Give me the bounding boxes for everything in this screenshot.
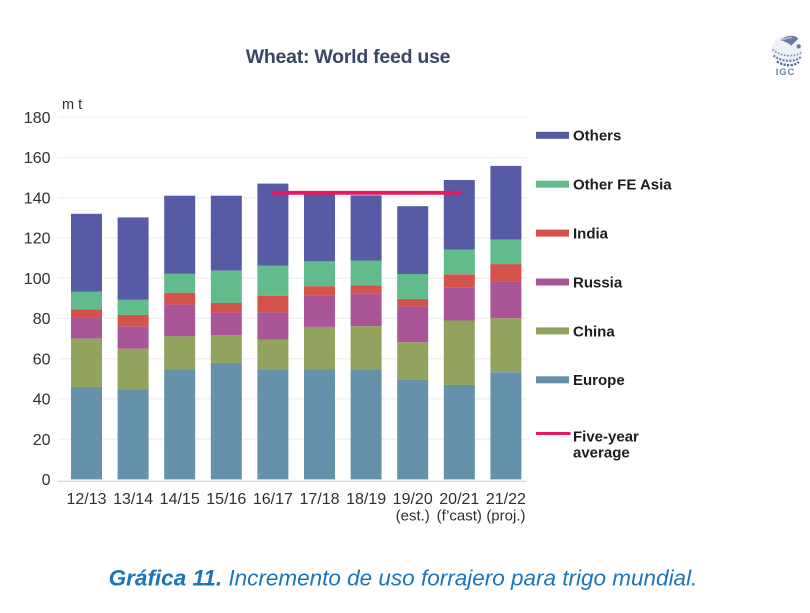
svg-text:Russia: Russia bbox=[573, 274, 623, 291]
svg-text:60: 60 bbox=[33, 351, 51, 368]
svg-text:100: 100 bbox=[24, 271, 51, 288]
svg-text:China: China bbox=[573, 323, 615, 340]
svg-text:40: 40 bbox=[33, 392, 51, 409]
svg-text:120: 120 bbox=[24, 231, 51, 248]
svg-text:IGC: IGC bbox=[776, 67, 796, 78]
svg-text:India: India bbox=[573, 226, 609, 243]
svg-text:20/21: 20/21 bbox=[439, 491, 479, 508]
svg-text:17/18: 17/18 bbox=[299, 491, 339, 508]
svg-text:16/17: 16/17 bbox=[253, 491, 293, 508]
svg-text:180: 180 bbox=[24, 110, 51, 127]
svg-text:average: average bbox=[573, 445, 630, 462]
svg-text:Others: Others bbox=[573, 128, 621, 145]
svg-text:160: 160 bbox=[24, 150, 51, 167]
svg-text:140: 140 bbox=[24, 190, 51, 207]
svg-text:0: 0 bbox=[42, 472, 51, 489]
svg-text:Other FE Asia: Other FE Asia bbox=[573, 177, 672, 194]
svg-text:18/19: 18/19 bbox=[346, 491, 386, 508]
svg-text:15/16: 15/16 bbox=[206, 491, 246, 508]
svg-text:Five-year: Five-year bbox=[573, 429, 639, 446]
svg-text:19/20: 19/20 bbox=[393, 491, 433, 508]
svg-text:(proj.): (proj.) bbox=[486, 508, 525, 525]
svg-text:80: 80 bbox=[33, 311, 51, 328]
svg-text:13/14: 13/14 bbox=[113, 491, 153, 508]
svg-text:(est.): (est.) bbox=[396, 508, 430, 525]
svg-text:Wheat: World feed use: Wheat: World feed use bbox=[246, 46, 451, 68]
svg-text:12/13: 12/13 bbox=[66, 491, 106, 508]
svg-text:(f’cast): (f’cast) bbox=[437, 508, 482, 525]
svg-text:20: 20 bbox=[33, 432, 51, 449]
svg-text:14/15: 14/15 bbox=[160, 491, 200, 508]
svg-text:m t: m t bbox=[62, 97, 82, 113]
svg-text:Europe: Europe bbox=[573, 372, 625, 389]
svg-text:21/22: 21/22 bbox=[486, 491, 526, 508]
svg-text:Gráfica 11. Incremento de uso: Gráfica 11. Incremento de uso forrajero … bbox=[109, 566, 698, 591]
